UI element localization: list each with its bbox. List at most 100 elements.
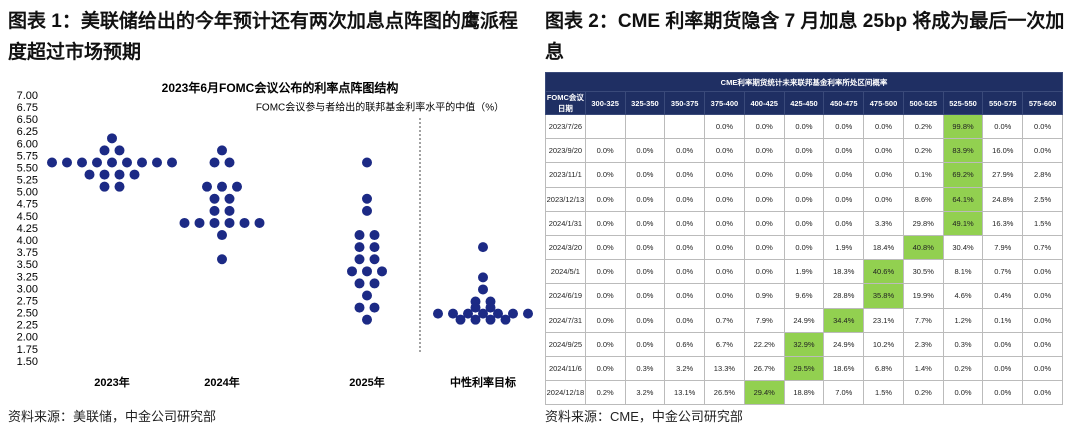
- prob-cell: 0.0%: [1022, 138, 1063, 164]
- dot: [137, 157, 147, 168]
- prob-cell: 0.1%: [902, 162, 944, 188]
- dot: [369, 302, 380, 313]
- dot: [209, 217, 220, 228]
- column-header: 500-525: [902, 91, 944, 115]
- y-tick-label: 3.25: [17, 271, 38, 283]
- y-tick-label: 3.75: [17, 247, 38, 259]
- dot: [362, 157, 372, 168]
- date-cell: 2024/12/18: [545, 380, 586, 406]
- left-source: 资料来源：美联储，中金公司研究部: [8, 409, 217, 424]
- dot: [209, 205, 220, 216]
- prob-cell: 40.6%: [863, 259, 904, 285]
- dot: [107, 157, 117, 168]
- dot: [478, 272, 488, 283]
- y-tick-label: 5.00: [17, 187, 38, 199]
- prob-cell: 0.9%: [743, 283, 785, 309]
- dot: [114, 169, 125, 180]
- dot: [362, 314, 372, 325]
- date-cell: 2023/11/1: [545, 162, 586, 188]
- dot: [455, 314, 466, 325]
- prob-cell: 0.1%: [982, 307, 1024, 333]
- prob-cell: 13.3%: [704, 355, 745, 382]
- dot: [209, 193, 220, 204]
- dot: [500, 314, 511, 325]
- date-cell: 2023/7/26: [545, 113, 586, 140]
- dot: [362, 290, 372, 301]
- table-row: 2023/11/1 0.0% 0.0% 0.0% 0.0% 0.0% 0.0% 0.0% 0.0…: [545, 162, 1063, 188]
- column-header: 300-325: [584, 91, 626, 115]
- dot: [224, 157, 235, 168]
- dot: [463, 308, 473, 319]
- dot: [354, 278, 365, 289]
- prob-cell: 3.2%: [664, 355, 706, 382]
- dot: [470, 314, 481, 325]
- dot: [224, 193, 235, 204]
- dot: [217, 145, 227, 156]
- prob-cell: 0.0%: [664, 307, 706, 333]
- y-tick-label: 6.50: [17, 114, 38, 126]
- y-tick-label: 3.00: [17, 283, 38, 295]
- y-tick-label: 4.00: [17, 235, 38, 247]
- dot: [167, 157, 177, 168]
- prob-cell: 1.5%: [863, 380, 904, 406]
- prob-cell: 0.0%: [982, 355, 1024, 382]
- x-tick-label: 2024年: [204, 375, 239, 389]
- dot: [362, 193, 372, 204]
- dot: [114, 181, 125, 192]
- prob-cell: 0.2%: [902, 380, 944, 406]
- dot: [47, 157, 57, 168]
- prob-cell: 0.7%: [704, 307, 745, 333]
- prob-cell: 0.0%: [664, 259, 706, 285]
- prob-cell: 0.0%: [664, 162, 706, 188]
- prob-cell: 35.8%: [863, 283, 904, 309]
- prob-cell: 16.0%: [982, 138, 1024, 164]
- y-tick-label: 1.50: [17, 356, 38, 368]
- dot: [362, 205, 372, 216]
- prob-cell: 13.1%: [664, 380, 706, 406]
- y-tick-label: 4.50: [17, 211, 38, 223]
- prob-cell: 0.0%: [863, 162, 904, 188]
- table-row: 2024/5/1 0.0% 0.0% 0.0% 0.0% 0.0% 1.9% 18.3% 40.…: [545, 259, 1063, 285]
- prob-cell: 6.8%: [863, 355, 904, 382]
- dot: [99, 181, 110, 192]
- prob-cell: 9.6%: [783, 283, 825, 309]
- prob-cell: 16.3%: [982, 210, 1024, 236]
- dot: [354, 254, 365, 265]
- prob-cell: 26.7%: [743, 355, 785, 382]
- y-tick-label: 2.50: [17, 308, 38, 320]
- dot: [478, 308, 488, 319]
- prob-cell: 24.8%: [982, 186, 1024, 212]
- dot: [114, 145, 125, 156]
- dot: [354, 302, 365, 313]
- prob-cell: 0.0%: [584, 186, 626, 212]
- prob-cell: 2.5%: [1022, 186, 1063, 212]
- prob-cell: 7.7%: [902, 307, 944, 333]
- dot: [433, 308, 443, 319]
- dot: [347, 266, 357, 277]
- dot: [485, 314, 496, 325]
- date-cell: 2023/12/13: [545, 186, 586, 212]
- right-title: 图表 2：CME 利率期货隐含 7 月加息 25bp 将成为最后一次加息: [545, 11, 1065, 63]
- y-tick-label: 5.25: [17, 175, 38, 187]
- chart: 2023年6月FOMC会议公布的利率点阵图结构 FOMC会议参与者给出的联邦基金…: [17, 80, 533, 389]
- prob-cell: 0.0%: [584, 283, 626, 309]
- prob-cell: 0.0%: [584, 259, 626, 285]
- prob-cell: 0.0%: [743, 113, 785, 140]
- dot: [224, 217, 235, 228]
- table-row: 2024/3/20 0.0% 0.0% 0.0% 0.0% 0.0% 0.0% 1.9% 18.…: [545, 234, 1063, 261]
- prob-cell: 0.0%: [823, 186, 865, 212]
- column-header: 400-425: [743, 91, 785, 115]
- prob-cell: 0.0%: [664, 210, 706, 236]
- prob-cell: 0.0%: [624, 259, 666, 285]
- dot: [107, 133, 117, 144]
- prob-cell: 27.9%: [982, 162, 1024, 188]
- prob-cell: 29.4%: [743, 380, 785, 406]
- right-source: 资料来源：CME，中金公司研究部: [545, 409, 743, 424]
- prob-cell: 0.0%: [743, 162, 785, 188]
- dot: [129, 169, 140, 180]
- prob-cell: 0.0%: [743, 234, 785, 261]
- dot: [377, 266, 387, 277]
- prob-cell: 0.0%: [584, 355, 626, 382]
- prob-cell: 0.0%: [982, 331, 1024, 357]
